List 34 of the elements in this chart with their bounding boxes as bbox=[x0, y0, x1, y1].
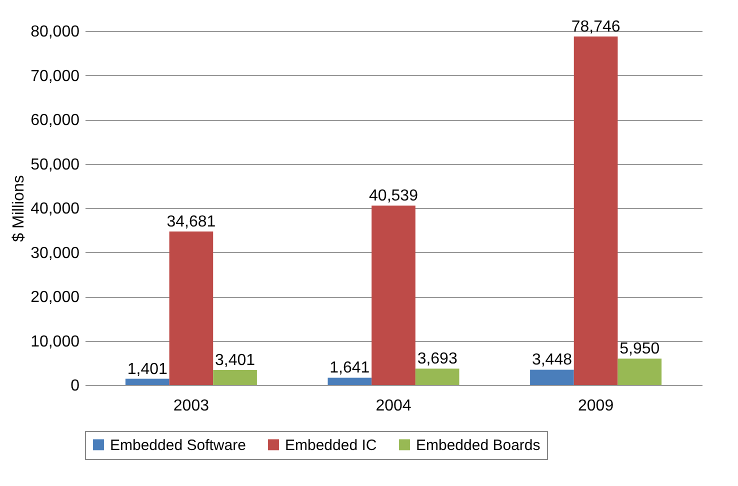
data-label: 5,950 bbox=[620, 340, 660, 358]
bar bbox=[328, 378, 372, 385]
x-tick-label: 2009 bbox=[578, 398, 614, 414]
data-label: 1,401 bbox=[127, 360, 168, 378]
data-label: 3,401 bbox=[215, 352, 256, 369]
bar bbox=[530, 370, 574, 385]
y-tick-label: 60,000 bbox=[30, 112, 80, 129]
bar bbox=[372, 206, 416, 385]
y-tick-label: 0 bbox=[70, 378, 80, 394]
data-label: 78,746 bbox=[571, 18, 620, 36]
y-tick-label: 40,000 bbox=[30, 200, 80, 218]
y-tick-label: 10,000 bbox=[30, 333, 80, 350]
bar bbox=[618, 358, 662, 385]
y-tick-label: 20,000 bbox=[30, 289, 80, 306]
legend-label: Embedded Boards bbox=[416, 436, 540, 454]
data-label: 34,681 bbox=[166, 214, 216, 231]
data-label: 40,539 bbox=[369, 188, 418, 205]
bar bbox=[125, 378, 170, 385]
data-label: 3,448 bbox=[532, 352, 572, 369]
x-tick-label: 2004 bbox=[376, 398, 412, 414]
data-label: 1,641 bbox=[330, 360, 370, 377]
bar bbox=[213, 370, 257, 385]
legend-label: Embedded IC bbox=[285, 436, 377, 454]
y-tick-label: 50,000 bbox=[30, 156, 80, 174]
x-tick-label: 2003 bbox=[173, 398, 210, 414]
bar bbox=[169, 232, 214, 385]
data-label: 3,693 bbox=[417, 350, 458, 368]
y-tick-label: 80,000 bbox=[30, 24, 80, 40]
bar bbox=[415, 368, 460, 385]
bar bbox=[574, 36, 618, 385]
y-axis-title: $ Millions bbox=[10, 175, 28, 242]
legend-label: Embedded Software bbox=[110, 436, 246, 454]
y-tick-label: 30,000 bbox=[30, 244, 80, 262]
y-tick-label: 70,000 bbox=[30, 68, 80, 85]
